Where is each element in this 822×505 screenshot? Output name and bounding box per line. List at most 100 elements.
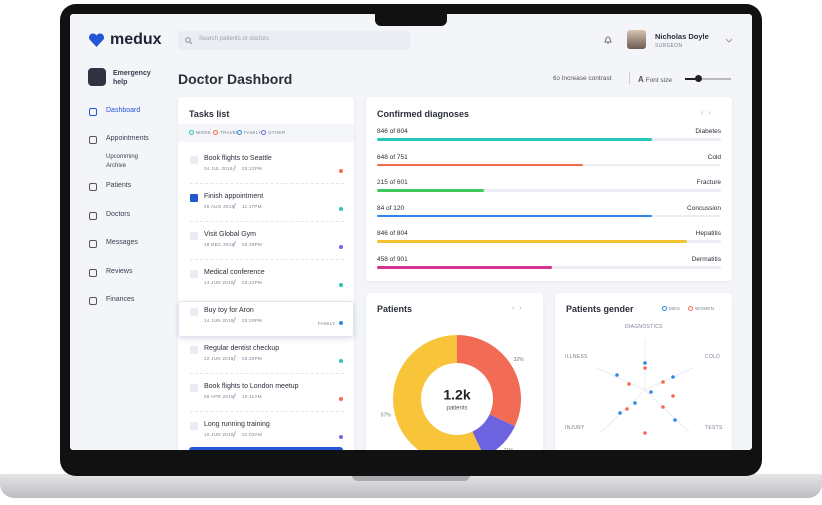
task-title: Book flights to London meetup: [204, 383, 299, 390]
divider: [190, 373, 344, 374]
diagnosis-name: Fracture: [696, 179, 721, 187]
diagnosis-count: 215 of 601: [377, 179, 408, 187]
separator: [232, 393, 236, 399]
patients-card: Patients ‹ › 32% 11% 57% 1.2k patients: [366, 293, 543, 450]
task-checkbox[interactable]: [190, 422, 198, 430]
bar: [377, 163, 584, 167]
nav-subitem[interactable]: Archive: [106, 163, 127, 169]
nav-item[interactable]: Reviews: [106, 268, 133, 275]
filter-label: WORK: [196, 130, 212, 135]
separator: [232, 355, 236, 361]
scroll-button[interactable]: [189, 447, 343, 450]
axis-label: ILLNESS: [565, 354, 588, 360]
card-title: Patients: [377, 304, 413, 314]
filter-chip[interactable]: TRAVEL: [213, 130, 239, 135]
user-role: SURGEON: [655, 43, 683, 49]
slider-thumb[interactable]: [695, 75, 702, 82]
emergency-help[interactable]: Emergency help: [113, 70, 151, 86]
bar: [377, 214, 653, 218]
legend-label: MEN: [669, 306, 680, 311]
card-title: Patients gender: [566, 304, 634, 314]
bell-icon[interactable]: [603, 35, 613, 45]
bar: [377, 240, 687, 243]
diagnosis-name: Hepatitis: [695, 230, 721, 238]
divider: [190, 183, 344, 184]
task-checkbox[interactable]: [190, 156, 198, 164]
contrast-toggle[interactable]: 6ↄ Increase contrast: [553, 75, 612, 82]
task-title: Buy toy for Aron: [204, 307, 254, 314]
nav-icon[interactable]: [89, 240, 97, 248]
filter-chip[interactable]: OTHER: [261, 130, 285, 135]
task-time: 03:22PM: [242, 280, 263, 285]
nav-item[interactable]: Dashboard: [106, 107, 141, 114]
divider: [190, 259, 344, 260]
legend-item: WOMEN: [688, 306, 714, 311]
gender-card: Patients gender DIAGNOSTICS COLD TESTS I…: [555, 293, 732, 450]
task-dot: [339, 397, 343, 401]
task-title: Medical conference: [204, 269, 265, 276]
nav-item[interactable]: Patients: [106, 182, 132, 189]
task-dot: [339, 359, 343, 363]
axis-label: DIAGNOSTICS: [625, 324, 663, 330]
task-date: 14 JUN 2019: [204, 318, 234, 323]
filter-label: FAMILY: [244, 130, 262, 135]
nav-item[interactable]: Appointments: [106, 135, 149, 142]
font-size-slider[interactable]: [685, 78, 731, 80]
emergency-icon[interactable]: [88, 68, 106, 86]
task-dot: [339, 435, 343, 439]
card-title: Confirmed diagnoses: [377, 109, 470, 119]
diagnosis-count: 458 of 901: [377, 256, 408, 263]
filter-chip[interactable]: WORK: [189, 130, 211, 135]
separator: [232, 279, 236, 285]
divider: [629, 72, 630, 84]
nav-icon[interactable]: [89, 297, 97, 305]
task-checkbox[interactable]: [190, 308, 198, 316]
task-time: 03:28PM: [242, 356, 263, 361]
nav-icon[interactable]: [89, 212, 97, 220]
filter-label: TRAVEL: [220, 130, 239, 135]
task-date: 18 DEC 2019: [204, 242, 235, 247]
legend-label: WOMEN: [695, 306, 715, 311]
nav-icon[interactable]: [89, 183, 97, 191]
contrast-label: Increase contrast: [561, 75, 612, 82]
task-checkbox[interactable]: [190, 232, 198, 240]
nav-icon[interactable]: [89, 108, 97, 116]
filter-dot: [237, 130, 242, 135]
task-tag: FAMILY: [318, 321, 336, 326]
task-checkbox[interactable]: [190, 346, 198, 354]
task-checkbox[interactable]: [190, 270, 198, 278]
bar-track: [377, 189, 721, 192]
slice-label: 11%: [504, 448, 514, 450]
nav-item[interactable]: Finances: [106, 296, 135, 303]
task-highlight: [178, 301, 354, 337]
nav-icon[interactable]: [89, 136, 97, 144]
task-dot: [339, 245, 343, 249]
filter-chip[interactable]: FAMILY: [237, 130, 261, 135]
task-checkbox[interactable]: [190, 384, 198, 392]
diagnosis-name: Cold: [707, 153, 721, 161]
diagnosis-name: Diabetes: [695, 128, 721, 135]
nav-subitem[interactable]: Upcomming: [106, 154, 139, 160]
screen: medux Search patients or doctors Nichola…: [70, 14, 752, 450]
task-checkbox[interactable]: [190, 194, 198, 202]
nav-icon[interactable]: [89, 269, 97, 277]
user-avatar[interactable]: [627, 30, 646, 49]
slice-label: 57%: [381, 412, 392, 418]
task-date: 26 AUG 2019: [204, 204, 235, 209]
task-time: 11:17PM: [242, 204, 262, 209]
gender-chart: [596, 338, 694, 435]
diagnoses-card: Confirmed diagnoses ‹ › 846 of 804 Diabet…: [366, 97, 732, 281]
nav-item[interactable]: Doctors: [106, 211, 131, 218]
prev-next[interactable]: ‹ ›: [701, 108, 711, 117]
axis-label: TESTS: [705, 425, 723, 431]
page-title: Doctor Dashbord: [178, 71, 293, 87]
search-box[interactable]: Search patients or doctors: [178, 31, 410, 50]
prev-next[interactable]: ‹ ›: [512, 303, 522, 312]
logo: medux: [110, 31, 162, 48]
legend-dot: [662, 306, 667, 311]
user-menu-chevron[interactable]: [725, 38, 733, 43]
diagnosis-count: 84 of 120: [377, 204, 405, 212]
axis-label: INJURY: [565, 425, 585, 431]
nav-item[interactable]: Messages: [106, 239, 138, 246]
donut-slice: [472, 414, 515, 450]
